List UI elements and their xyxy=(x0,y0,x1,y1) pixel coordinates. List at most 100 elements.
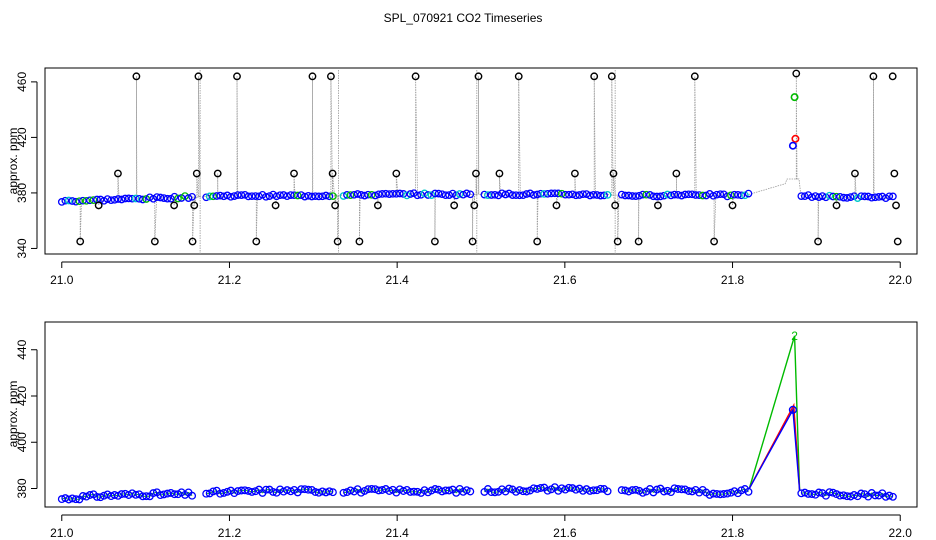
bottom-y-tick-label: 420 xyxy=(15,386,29,406)
top-data-point xyxy=(251,192,260,200)
top-data-point xyxy=(512,191,520,200)
chart-title: SPL_070921 CO2 Timeseries xyxy=(384,11,543,25)
top-data-point xyxy=(529,191,538,199)
top-data-point xyxy=(452,191,461,200)
top-outlier-point xyxy=(690,72,699,81)
bottom-data-point xyxy=(304,485,313,494)
top-data-point xyxy=(57,198,66,206)
top-data-point xyxy=(149,194,158,203)
top-data-point xyxy=(843,194,851,202)
top-series-line xyxy=(61,73,892,242)
top-data-point xyxy=(670,190,679,199)
top-y-tick-label: 460 xyxy=(15,72,29,92)
top-data-point xyxy=(741,191,749,200)
top-data-point xyxy=(466,190,475,199)
top-outlier-point xyxy=(792,69,801,78)
top-data-point xyxy=(540,190,549,198)
top-data-point xyxy=(579,190,587,199)
top-outlier-point xyxy=(308,72,317,81)
bottom-x-tick-label: 21.2 xyxy=(218,526,242,540)
bottom-y-tick-label: 400 xyxy=(15,432,29,452)
top-data-point xyxy=(297,191,306,199)
top-outlier-point xyxy=(327,72,335,81)
top-data-point xyxy=(431,189,439,198)
top-data-point xyxy=(600,191,608,200)
top-highlight-point xyxy=(791,134,800,143)
top-data-point xyxy=(107,196,115,205)
top-data-point xyxy=(276,191,284,200)
top-outlier-point xyxy=(851,169,859,178)
top-data-point xyxy=(691,191,700,199)
top-data-point xyxy=(723,192,732,201)
top-data-point xyxy=(403,191,411,200)
top-plot-frame xyxy=(44,67,918,255)
top-data-point xyxy=(311,192,320,201)
top-data-point xyxy=(339,192,348,200)
bottom-plot-frame xyxy=(44,321,918,508)
top-outlier-point xyxy=(609,169,618,178)
bottom-plot-layer: 21.0 21.2 21.4 21.6 21.8 22.0 380 400 420 440 2 xyxy=(15,329,912,540)
top-data-point xyxy=(364,190,372,199)
top-outlier-point xyxy=(213,169,222,178)
top-data-point xyxy=(646,191,654,199)
bottom-data-point xyxy=(209,487,218,496)
top-data-point xyxy=(86,196,94,205)
top-outlier-point xyxy=(252,237,261,246)
top-data-point xyxy=(117,195,126,204)
top-data-point xyxy=(329,192,337,200)
top-x-tick-label: 22.0 xyxy=(889,273,913,287)
bottom-data-point xyxy=(339,488,348,497)
top-highlight-point xyxy=(788,141,797,150)
top-outlier-point xyxy=(271,201,280,210)
top-x-tick-label: 21.6 xyxy=(553,273,577,287)
top-data-point xyxy=(138,195,147,204)
bottom-y-axis-label: approx. ppm xyxy=(6,381,20,448)
top-data-point xyxy=(572,191,580,200)
bottom-data-point xyxy=(71,495,80,504)
top-data-point xyxy=(212,192,221,200)
top-outlier-point xyxy=(832,201,841,210)
bottom-data-point xyxy=(431,485,440,493)
top-data-point xyxy=(515,191,524,200)
top-y-tick-label: 380 xyxy=(15,183,29,203)
top-data-point xyxy=(64,196,73,205)
bottom-data-point xyxy=(149,489,158,498)
bottom-x-tick-label: 21.6 xyxy=(553,526,577,540)
top-data-point xyxy=(822,193,830,202)
top-data-point xyxy=(434,189,443,198)
bottom-data-point xyxy=(737,486,746,495)
top-data-point xyxy=(874,193,883,201)
top-data-point xyxy=(617,190,626,199)
top-outlier-point xyxy=(190,201,199,210)
top-data-point xyxy=(642,190,651,199)
top-data-point xyxy=(889,192,897,201)
bottom-data-point xyxy=(219,488,228,497)
top-outlier-point xyxy=(654,201,662,210)
top-data-point xyxy=(163,194,172,203)
bottom-data-point xyxy=(85,491,94,499)
top-outlier-point xyxy=(611,201,620,210)
top-data-point xyxy=(589,190,598,199)
top-outlier-point xyxy=(392,169,401,178)
top-data-point xyxy=(68,197,77,205)
top-outlier-point xyxy=(233,72,241,81)
top-data-point xyxy=(593,191,601,199)
top-data-point xyxy=(131,194,140,203)
top-outlier-point xyxy=(869,72,878,81)
bottom-data-point xyxy=(490,488,499,497)
top-data-point xyxy=(360,191,369,200)
top-data-point xyxy=(797,192,806,200)
top-data-point xyxy=(491,190,499,199)
top-x-tick-label: 21.0 xyxy=(50,273,74,287)
top-data-point xyxy=(582,190,591,198)
top-outlier-point xyxy=(150,237,159,246)
top-outlier-point xyxy=(290,169,298,178)
top-outlier-point xyxy=(76,237,85,246)
bottom-data-point xyxy=(142,492,151,501)
top-outlier-point xyxy=(814,237,822,246)
bottom-green-peak-line xyxy=(748,335,801,491)
top-data-point xyxy=(262,192,270,201)
top-outlier-point xyxy=(552,201,561,210)
